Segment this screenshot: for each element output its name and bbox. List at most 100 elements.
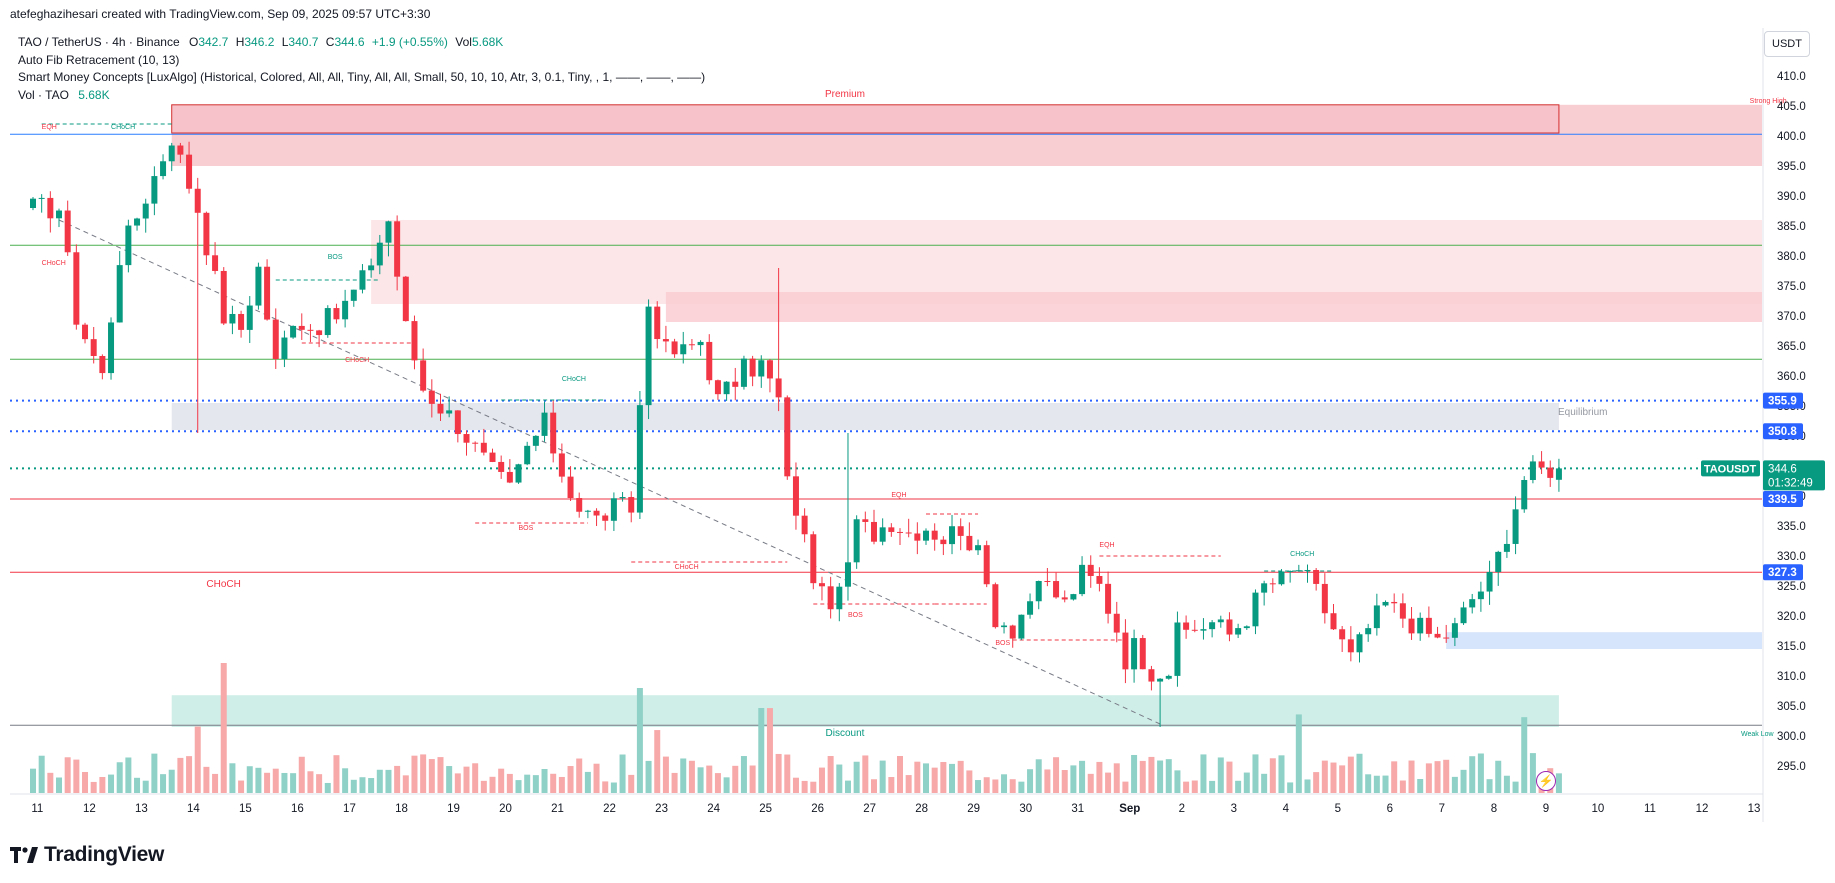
open-value: 342.7 xyxy=(198,35,229,49)
candle xyxy=(957,526,964,536)
volume-bar xyxy=(1382,775,1389,793)
volume-bar xyxy=(281,772,288,793)
volume-bar xyxy=(342,768,349,793)
candle xyxy=(463,434,470,443)
time-tick-label: 4 xyxy=(1283,803,1290,815)
indicator-volume-row[interactable]: Vol · TAO 5.68K xyxy=(18,87,705,105)
volume-bar xyxy=(134,777,141,793)
candle xyxy=(1070,594,1077,600)
candle xyxy=(1269,583,1276,585)
volume-bar xyxy=(1434,761,1441,793)
candle xyxy=(602,515,609,521)
volume-bar xyxy=(550,773,557,793)
low-value: 340.7 xyxy=(288,35,319,49)
volume-bar xyxy=(532,775,539,793)
candle xyxy=(654,306,661,340)
price-tick-label: 325.0 xyxy=(1777,581,1806,593)
candle xyxy=(359,270,366,290)
candle xyxy=(1122,632,1129,670)
price-level-box xyxy=(1763,423,1803,440)
volume-bar xyxy=(1243,772,1250,793)
volume-bar xyxy=(290,773,297,793)
volume-bar xyxy=(515,780,522,793)
volume-bar xyxy=(73,759,80,793)
volume-bar xyxy=(1044,769,1051,793)
time-tick-label: 9 xyxy=(1543,803,1549,815)
indicator-fib-row[interactable]: Auto Fib Retracement (10, 13) xyxy=(18,52,180,67)
candle xyxy=(949,526,956,545)
candle xyxy=(368,265,375,271)
volume-bar xyxy=(125,757,132,793)
candle xyxy=(350,289,357,301)
volume-bar xyxy=(1451,776,1458,793)
volume-bar xyxy=(836,764,843,793)
volume-bar xyxy=(463,766,470,793)
volume-bar xyxy=(1105,772,1112,793)
volume-bar xyxy=(1339,765,1346,793)
candle xyxy=(1183,622,1190,630)
candle xyxy=(844,562,851,587)
time-tick-label: 17 xyxy=(343,803,356,815)
time-tick-label: 31 xyxy=(1071,803,1084,815)
tradingview-logo: TradingView xyxy=(10,843,164,867)
volume-bar xyxy=(723,777,730,793)
candle xyxy=(1001,625,1008,628)
candle xyxy=(1287,570,1294,572)
candle xyxy=(298,325,305,330)
volume-bar xyxy=(740,756,747,793)
candle xyxy=(784,397,791,477)
lightning-icon[interactable]: ⚡ xyxy=(1536,771,1556,791)
candle xyxy=(853,519,860,563)
symbol-title[interactable]: TAO / TetherUS · 4h · Binance xyxy=(18,35,180,49)
indicator-smc-row[interactable]: Smart Money Concepts [LuxAlgo] (Historic… xyxy=(18,70,706,84)
close-value: 344.6 xyxy=(334,35,365,49)
candle xyxy=(1460,607,1467,624)
volume-bar xyxy=(1356,753,1363,793)
price-tick-label: 295.0 xyxy=(1777,761,1806,773)
candle xyxy=(212,255,219,271)
price-level-label: 355.9 xyxy=(1768,396,1797,408)
time-tick-label: 2 xyxy=(1179,803,1185,815)
smc-label: CHoCH xyxy=(206,579,240,590)
volume-bar xyxy=(975,780,982,793)
volume-bar xyxy=(1287,782,1294,793)
volume-bar xyxy=(1191,780,1198,793)
zone-supply-block xyxy=(371,220,1762,304)
smc-label: Weak Low xyxy=(1741,731,1774,738)
volume-bar xyxy=(142,780,149,793)
symbol-legend-row[interactable]: TAO / TetherUS · 4h · Binance O342.7 H34… xyxy=(18,34,705,52)
volume-bar xyxy=(810,781,817,793)
candle xyxy=(246,305,253,330)
price-level-box xyxy=(1763,564,1803,581)
volume-bar xyxy=(792,777,799,793)
time-tick-label: 13 xyxy=(1748,803,1761,815)
currency-unit-button[interactable]: USDT xyxy=(1764,31,1810,57)
candle xyxy=(1382,601,1389,606)
current-price-label: 344.6 xyxy=(1768,463,1797,475)
volume-bar xyxy=(1235,780,1242,793)
candle xyxy=(550,412,557,454)
candle xyxy=(567,476,574,499)
candle xyxy=(73,252,80,325)
candle xyxy=(1035,580,1042,602)
close-label: C xyxy=(325,35,335,49)
bar-countdown: 01:32:49 xyxy=(1768,477,1813,489)
candle xyxy=(142,203,149,219)
candle xyxy=(749,358,756,377)
volume-bar xyxy=(862,755,869,793)
volume-bar xyxy=(446,766,453,793)
volume-bar xyxy=(914,761,921,793)
price-level-label: 339.5 xyxy=(1768,494,1797,506)
candle xyxy=(307,329,314,331)
time-tick-label: 11 xyxy=(31,803,43,815)
candle xyxy=(168,145,175,162)
volume-bar xyxy=(784,754,791,793)
smc-label: BOS xyxy=(328,254,343,261)
volume-bar xyxy=(437,757,444,793)
candle xyxy=(1027,601,1034,615)
candle xyxy=(1079,564,1086,595)
candle xyxy=(888,527,895,532)
candle xyxy=(558,453,565,477)
candle xyxy=(1018,614,1025,639)
